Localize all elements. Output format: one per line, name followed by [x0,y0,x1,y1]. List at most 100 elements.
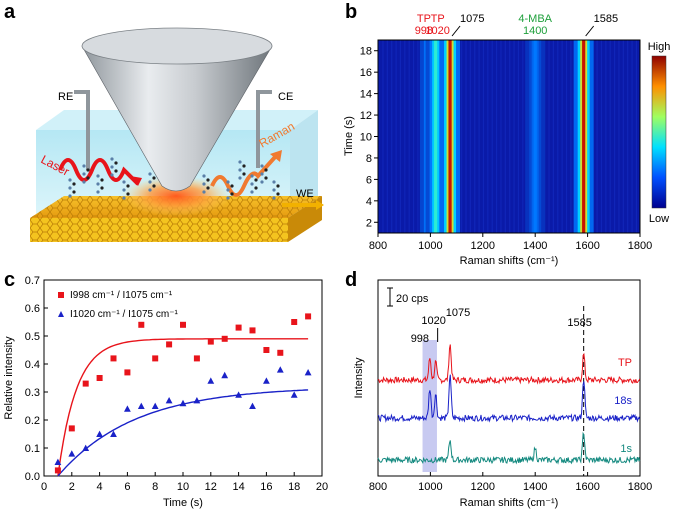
peak-label-1075: 1075 [460,13,484,25]
we-label: WE [296,188,314,200]
kinetics-point-series-2 [124,405,131,412]
molecule-atom [230,184,234,188]
heatmap-y-tick-label: 14 [360,89,372,101]
molecule-atom [148,188,152,192]
molecule-atom [226,180,230,184]
kinetics-x-tick-label: 20 [316,481,328,493]
molecule-atom [264,168,268,172]
heatmap-x-tick-label: 1000 [418,240,442,252]
molecule-atom [114,161,118,165]
heatmap-noise-stripe [627,40,629,233]
heatmap-noise-stripe [565,40,568,233]
peak-label-tp-998-value: 998 [415,25,433,37]
molecule-atom [148,180,152,184]
molecule-cluster [68,157,280,200]
heatmap-y-tick-label: 16 [360,67,372,79]
heatmap-noise-stripe [417,40,419,233]
kinetics-point-series-2 [137,402,145,409]
colorbar-low-label: Low [649,213,669,225]
molecule-atom [238,160,242,164]
molecule-atom [250,174,254,178]
molecule-atom [100,186,104,190]
molecule-atom [96,174,100,178]
heatmap-noise-stripe [478,40,480,233]
molecule-atom [148,172,152,176]
spectra-x-tick-label: 800 [369,481,387,493]
kinetics-point-series-1 [110,355,117,362]
molecule-atom [110,173,114,177]
kinetics-point-series-2 [96,430,103,437]
heatmap-noise-stripe [469,40,471,233]
kinetics-y-tick-label: 0.3 [25,387,40,399]
heatmap-x-tick-label: 1200 [471,240,495,252]
heatmap-noise-stripe [382,40,384,233]
heatmap-x-tick-label: 1800 [628,240,652,252]
kinetics-x-tick-label: 12 [205,481,217,493]
panel-d-label: d [345,269,357,291]
panel-c-label: c [4,269,15,291]
molecule-atom [122,196,126,200]
kinetics-y-tick-label: 0.2 [25,415,40,427]
kinetics-point-series-2 [290,391,298,398]
molecule-atom [250,182,254,186]
molecule-atom [202,174,206,178]
highlight-region [422,340,437,472]
heatmap-noise-stripe [513,40,515,233]
molecule-atom [272,188,276,192]
molecule-atom [86,168,90,172]
legend-series-1: I998 cm⁻¹ / I1075 cm⁻¹ [70,290,173,301]
spectra-x-tick-label: 1800 [628,481,652,493]
kinetics-point-series-2 [54,458,62,465]
heatmap-noise-stripe [504,40,506,233]
heatmap-y-tick-label: 10 [360,132,372,144]
molecule-atom [114,169,118,173]
heatmap-noise-stripe [500,40,502,233]
molecule-atom [242,164,246,168]
kinetics-y-tick-label: 0.5 [25,331,40,343]
heatmap-noise-stripe [404,40,406,233]
heatmap-noise-stripe [618,40,620,233]
legend-series-2: I1020 cm⁻¹ / I1075 cm⁻¹ [70,309,178,320]
molecule-atom [126,192,130,196]
spectra-x-tick-label: 1200 [471,481,495,493]
heatmap-noise-stripe [395,40,397,233]
kinetics-y-tick-label: 0.1 [25,443,40,455]
kinetics-point-series-2 [249,402,256,409]
heatmap-noise-stripe [487,40,489,233]
kinetics-point-series-1 [305,313,312,320]
kinetics-point-series-1 [235,324,242,331]
heatmap-noise-stripe [596,40,598,233]
molecule-atom [276,192,280,196]
heatmap-band-1075 [448,40,452,233]
peak-arrow-1585 [585,25,595,37]
heatmap-noise-stripe [391,40,393,233]
kinetics-y-tick-label: 0.0 [25,471,40,483]
kinetics-y-tick-label: 0.6 [25,303,40,315]
molecule-atom [68,194,72,198]
heatmap-band-1400 [533,40,537,233]
molecule-atom [122,180,126,184]
kinetics-x-tick-label: 2 [69,481,75,493]
kinetics-point-series-1 [138,321,145,328]
molecule-atom [250,190,254,194]
molecule-atom [72,182,76,186]
heatmap-noise-stripe [491,40,493,233]
electrochemical-cell-schematic: RE CE WE Laser Raman [30,27,324,242]
kinetics-point-series-2 [151,402,159,409]
molecule-atom [110,157,114,161]
kinetics-point-series-1 [96,375,103,381]
spectrum-trace-TP [377,344,641,385]
heatmap-noise-stripe [412,40,415,233]
spectra-peak-label-1075: 1075 [446,307,470,319]
spectra-x-tick-label: 1400 [523,481,547,493]
kinetics-point-series-1 [180,321,186,328]
molecule-atom [96,190,100,194]
peak-label-4mba: 4-MBA [518,13,552,25]
kinetics-x-tick-label: 10 [177,481,189,493]
molecule-atom [96,182,100,186]
heatmap-x-tick-label: 1600 [575,240,599,252]
spectra-x-tick-label: 1000 [418,481,442,493]
heatmap-background [378,40,640,233]
spectra-x-tick-label: 1600 [575,481,599,493]
